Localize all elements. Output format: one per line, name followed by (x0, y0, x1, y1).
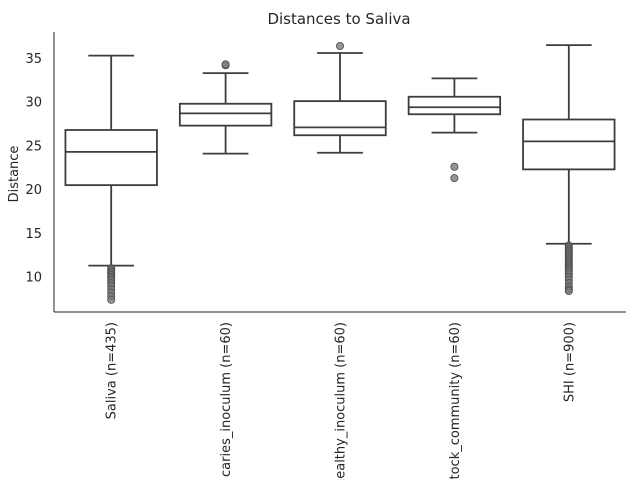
box-group (293, 42, 387, 154)
ticks-layer: 10 15 20 25 30 35 Saliva (n=435) caries_inoculu… (25, 52, 577, 480)
box-group (64, 54, 158, 304)
y-tick-label: 20 (25, 183, 42, 198)
y-tick-label: 15 (25, 227, 42, 242)
x-tick-label: stock_community (n=60) (448, 322, 463, 480)
outlier-point (450, 174, 459, 183)
outlier-point (221, 60, 230, 69)
box-group (407, 77, 502, 183)
box-iqr (522, 118, 616, 171)
outlier-point (450, 162, 459, 171)
y-tick-label: 35 (25, 52, 42, 67)
axes (53, 32, 626, 313)
x-tick-label: healthy_inoculum (n=60) (334, 322, 349, 480)
boxes-layer (64, 42, 616, 304)
y-axis-label: Distance (7, 146, 22, 203)
box-group (178, 60, 273, 155)
x-tick-label: SHI (n=900) (562, 322, 577, 402)
box-iqr (293, 100, 387, 137)
x-tick-label: Saliva (n=435) (105, 322, 120, 419)
y-tick-label: 25 (25, 139, 42, 154)
outlier-point (335, 42, 344, 51)
chart-title: Distances to Saliva (267, 10, 410, 28)
box-iqr (64, 129, 158, 187)
box-iqr (178, 102, 273, 127)
outlier-point (564, 286, 573, 295)
box-iqr (407, 95, 502, 116)
y-tick-label: 30 (25, 96, 42, 111)
outlier-point (107, 295, 116, 304)
y-tick-label: 10 (25, 271, 42, 286)
box-group (522, 44, 616, 295)
x-tick-label: caries_inoculum (n=60) (219, 322, 234, 477)
